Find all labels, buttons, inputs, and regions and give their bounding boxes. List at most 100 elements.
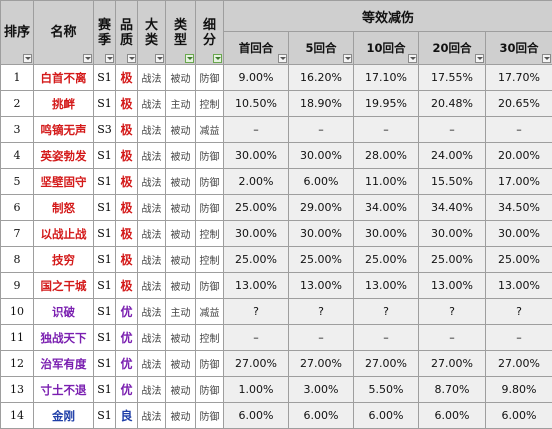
type-cell[interactable]: 被动 <box>166 65 196 91</box>
reduction-value-cell[interactable]: ? <box>486 299 552 325</box>
filter-active-icon[interactable] <box>185 54 194 63</box>
reduction-value-cell[interactable]: 6.00% <box>486 403 552 429</box>
reduction-value-cell[interactable]: 34.50% <box>486 195 552 221</box>
type-cell[interactable]: 被动 <box>166 351 196 377</box>
reduction-value-cell[interactable]: 17.10% <box>354 65 419 91</box>
subdivision-cell[interactable]: 防御 <box>196 403 224 429</box>
reduction-value-cell[interactable]: 30.00% <box>289 221 354 247</box>
season-cell[interactable]: S1 <box>94 247 116 273</box>
category-cell[interactable]: 战法 <box>138 221 166 247</box>
season-cell[interactable]: S1 <box>94 91 116 117</box>
header-subdivision[interactable]: 细分 <box>196 1 224 65</box>
header-type[interactable]: 类型 <box>166 1 196 65</box>
category-cell[interactable]: 战法 <box>138 325 166 351</box>
season-cell[interactable]: S3 <box>94 117 116 143</box>
tactic-name-cell[interactable]: 识破 <box>34 299 94 325</box>
reduction-value-cell[interactable]: 29.00% <box>289 195 354 221</box>
category-cell[interactable]: 战法 <box>138 299 166 325</box>
subdivision-cell[interactable]: 减益 <box>196 299 224 325</box>
reduction-value-cell[interactable]: – <box>419 325 486 351</box>
reduction-value-cell[interactable]: 9.80% <box>486 377 552 403</box>
reduction-value-cell[interactable]: 18.90% <box>289 91 354 117</box>
type-cell[interactable]: 被动 <box>166 247 196 273</box>
season-cell[interactable]: S1 <box>94 65 116 91</box>
subdivision-cell[interactable]: 控制 <box>196 221 224 247</box>
tactic-name-cell[interactable]: 以战止战 <box>34 221 94 247</box>
rank-cell[interactable]: 6 <box>1 195 34 221</box>
reduction-value-cell[interactable]: 17.55% <box>419 65 486 91</box>
reduction-value-cell[interactable]: 24.00% <box>419 143 486 169</box>
reduction-value-cell[interactable]: 27.00% <box>289 351 354 377</box>
quality-cell[interactable]: 优 <box>116 351 138 377</box>
category-cell[interactable]: 战法 <box>138 351 166 377</box>
quality-cell[interactable]: 优 <box>116 325 138 351</box>
quality-cell[interactable]: 优 <box>116 299 138 325</box>
reduction-value-cell[interactable]: – <box>224 325 289 351</box>
category-cell[interactable]: 战法 <box>138 143 166 169</box>
header-season[interactable]: 赛季 <box>94 1 116 65</box>
type-cell[interactable]: 主动 <box>166 91 196 117</box>
reduction-value-cell[interactable]: 6.00% <box>289 403 354 429</box>
header-name[interactable]: 名称 <box>34 1 94 65</box>
category-cell[interactable]: 战法 <box>138 117 166 143</box>
season-cell[interactable]: S1 <box>94 403 116 429</box>
quality-cell[interactable]: 极 <box>116 65 138 91</box>
reduction-value-cell[interactable]: 30.00% <box>419 221 486 247</box>
reduction-value-cell[interactable]: 6.00% <box>419 403 486 429</box>
header-quality[interactable]: 品质 <box>116 1 138 65</box>
reduction-value-cell[interactable]: 3.00% <box>289 377 354 403</box>
type-cell[interactable]: 被动 <box>166 195 196 221</box>
reduction-value-cell[interactable]: 30.00% <box>289 143 354 169</box>
type-cell[interactable]: 被动 <box>166 325 196 351</box>
reduction-value-cell[interactable]: 9.00% <box>224 65 289 91</box>
header-category[interactable]: 大类 <box>138 1 166 65</box>
tactic-name-cell[interactable]: 挑衅 <box>34 91 94 117</box>
reduction-value-cell[interactable]: ? <box>224 299 289 325</box>
reduction-value-cell[interactable]: 15.50% <box>419 169 486 195</box>
reduction-value-cell[interactable]: – <box>486 117 552 143</box>
reduction-value-cell[interactable]: 28.00% <box>354 143 419 169</box>
type-cell[interactable]: 被动 <box>166 143 196 169</box>
quality-cell[interactable]: 极 <box>116 195 138 221</box>
rank-cell[interactable]: 8 <box>1 247 34 273</box>
quality-cell[interactable]: 极 <box>116 221 138 247</box>
subdivision-cell[interactable]: 减益 <box>196 117 224 143</box>
season-cell[interactable]: S1 <box>94 143 116 169</box>
tactic-name-cell[interactable]: 治军有度 <box>34 351 94 377</box>
reduction-value-cell[interactable]: 27.00% <box>354 351 419 377</box>
subdivision-cell[interactable]: 控制 <box>196 247 224 273</box>
rank-cell[interactable]: 1 <box>1 65 34 91</box>
reduction-value-cell[interactable]: 25.00% <box>486 247 552 273</box>
subdivision-cell[interactable]: 防御 <box>196 143 224 169</box>
filter-dropdown-icon[interactable] <box>23 54 32 63</box>
reduction-value-cell[interactable]: 13.00% <box>486 273 552 299</box>
tactic-name-cell[interactable]: 独战天下 <box>34 325 94 351</box>
reduction-value-cell[interactable]: 27.00% <box>224 351 289 377</box>
type-cell[interactable]: 被动 <box>166 117 196 143</box>
season-cell[interactable]: S1 <box>94 377 116 403</box>
reduction-value-cell[interactable]: 30.00% <box>486 221 552 247</box>
filter-dropdown-icon[interactable] <box>343 54 352 63</box>
reduction-value-cell[interactable]: 13.00% <box>354 273 419 299</box>
subdivision-cell[interactable]: 防御 <box>196 351 224 377</box>
season-cell[interactable]: S1 <box>94 221 116 247</box>
category-cell[interactable]: 战法 <box>138 91 166 117</box>
tactic-name-cell[interactable]: 白首不离 <box>34 65 94 91</box>
quality-cell[interactable]: 极 <box>116 247 138 273</box>
reduction-value-cell[interactable]: 1.00% <box>224 377 289 403</box>
season-cell[interactable]: S1 <box>94 195 116 221</box>
reduction-value-cell[interactable]: – <box>289 325 354 351</box>
reduction-value-cell[interactable]: 30.00% <box>224 143 289 169</box>
subdivision-cell[interactable]: 防御 <box>196 195 224 221</box>
subdivision-cell[interactable]: 控制 <box>196 325 224 351</box>
tactic-name-cell[interactable]: 金刚 <box>34 403 94 429</box>
type-cell[interactable]: 主动 <box>166 299 196 325</box>
type-cell[interactable]: 被动 <box>166 273 196 299</box>
reduction-value-cell[interactable]: 34.40% <box>419 195 486 221</box>
filter-dropdown-icon[interactable] <box>542 54 551 63</box>
